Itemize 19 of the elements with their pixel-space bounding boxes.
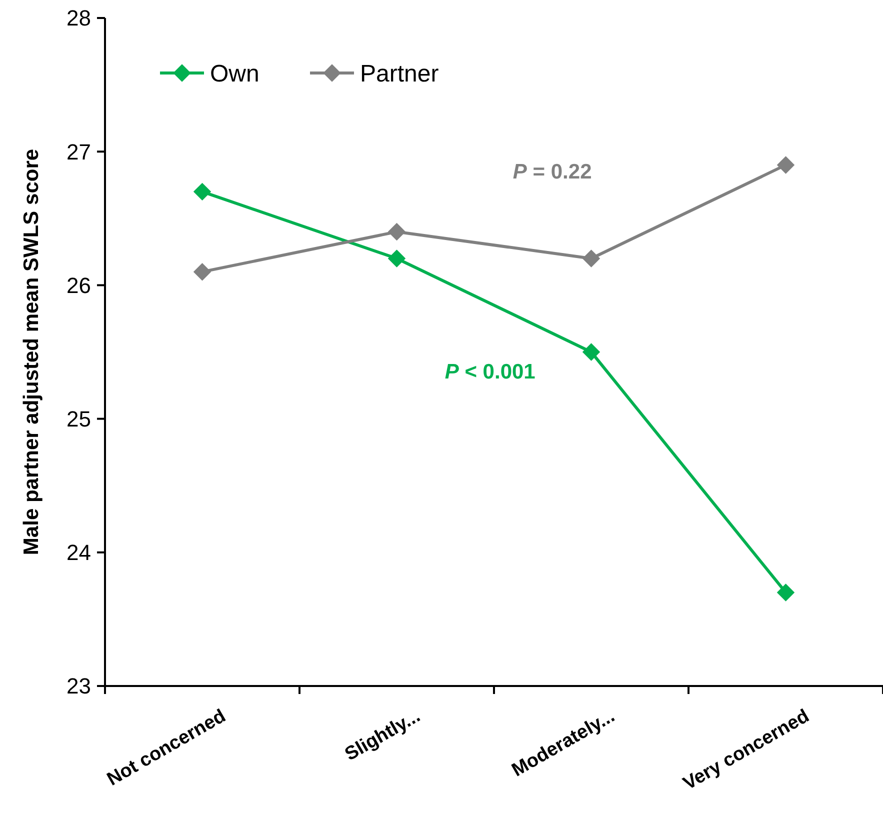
point [388,222,406,241]
legend-label: Partner [360,60,439,88]
y-tick-label: 25 [66,406,91,432]
y-tick-label: 28 [66,6,91,31]
point [388,250,406,268]
y-tick-label: 27 [66,139,91,164]
y-tick-label: 23 [66,674,91,699]
y-axis-title: Male partner adjusted mean SWLS score [20,148,43,556]
y-tick-label: 24 [66,540,91,566]
point [776,584,795,602]
point [582,343,600,361]
point [776,156,795,174]
point [582,250,600,268]
y-tick-label: 26 [66,272,91,298]
point [193,262,212,281]
legend-label: Own [210,60,260,88]
point [193,182,212,201]
annotation: P = 0.22 [512,160,592,184]
annotation: P < 0.001 [444,360,536,384]
